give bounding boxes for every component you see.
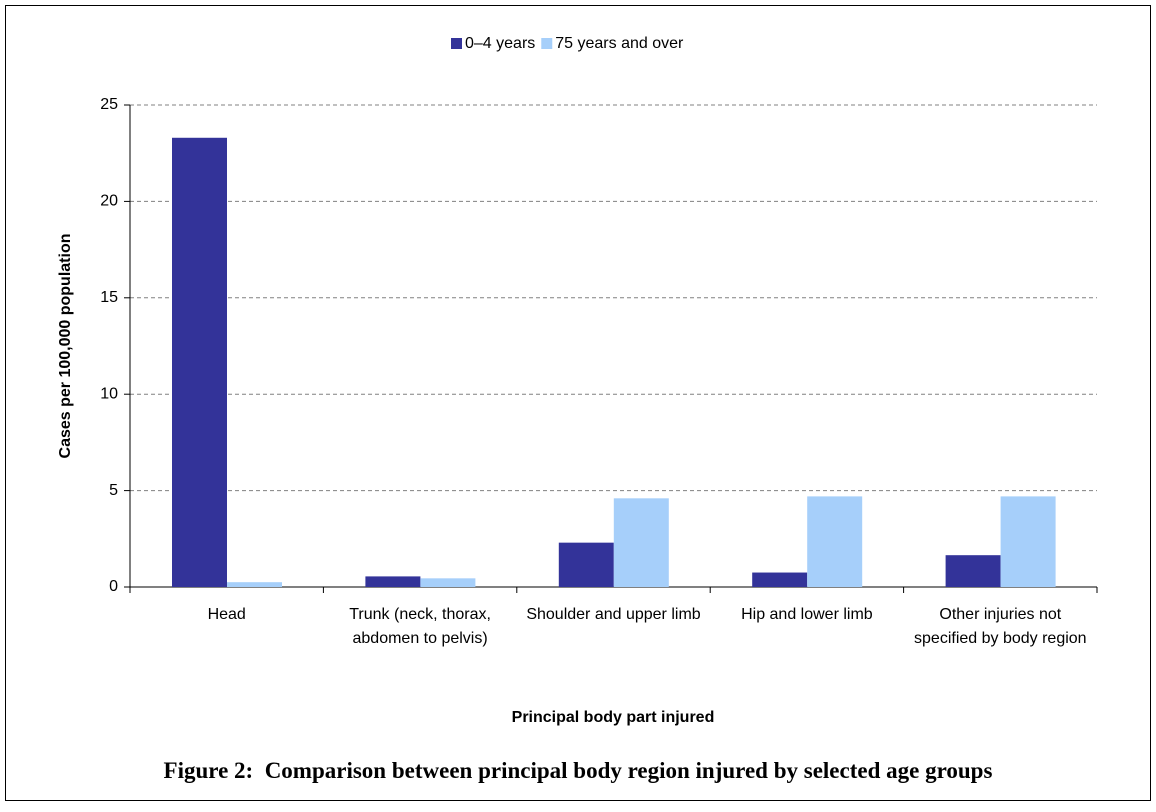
legend-label: 0–4 years	[465, 35, 535, 52]
y-axis-title: Cases per 100,000 population	[57, 234, 74, 459]
y-tick-label: 10	[100, 385, 118, 402]
x-tick-label: Trunk (neck, thorax, abdomen to pelvis)	[349, 606, 491, 647]
legend-swatch	[541, 38, 553, 49]
y-tick-label: 15	[100, 289, 118, 306]
x-axis-title: Principal body part injured	[512, 709, 715, 726]
bar	[752, 572, 808, 587]
bar	[420, 578, 476, 587]
bar	[807, 496, 863, 587]
bar	[613, 498, 669, 587]
legend-swatch	[451, 38, 462, 49]
figure-caption: Figure 2: Comparison between principal b…	[163, 758, 993, 783]
bar	[227, 582, 282, 587]
x-tick-label: Head	[207, 606, 246, 623]
y-tick-label: 5	[109, 482, 118, 499]
bar	[365, 576, 421, 587]
frame	[5, 5, 1151, 801]
y-tick-label: 20	[100, 193, 118, 210]
y-tick-label: 0	[109, 578, 118, 595]
bar	[945, 555, 1001, 587]
bar	[558, 542, 614, 587]
x-tick-label: Shoulder and upper limb	[526, 606, 701, 623]
legend-label: 75 years and over	[555, 35, 684, 52]
y-tick-label: 25	[100, 96, 118, 113]
bar	[172, 137, 227, 587]
x-tick-label: Other injuries not specified by body reg…	[914, 606, 1087, 647]
bar	[1000, 496, 1056, 587]
x-tick-label: Hip and lower limb	[741, 606, 873, 623]
